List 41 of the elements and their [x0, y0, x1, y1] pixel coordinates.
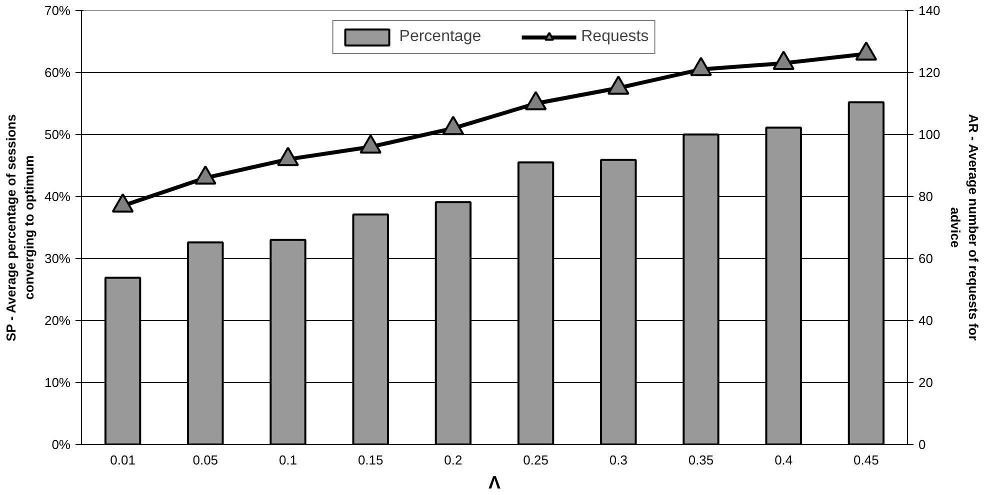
y2-tick-label: 140 [918, 3, 940, 18]
y-tick-label: 20% [44, 313, 71, 328]
y-axis-title: SP - Average percentage of sessions converging to optimum [3, 114, 36, 342]
y-tick-label: 40% [44, 189, 71, 204]
x-tick-label: 0.2 [444, 452, 462, 468]
y2-tick-label: 60 [918, 251, 933, 266]
y-tick-label: 10% [44, 375, 71, 390]
y-tick-label: 70% [44, 3, 71, 18]
point [772, 50, 795, 70]
y2-tick-label: 20 [918, 375, 933, 390]
y-tick-label: 0% [52, 437, 71, 452]
y2-tick-label: 0 [918, 437, 926, 452]
legend-label: Requests [581, 28, 649, 46]
x-tick-label: 0.35 [688, 452, 714, 468]
point [690, 56, 712, 76]
y-tick-label: 30% [44, 251, 71, 266]
x-tick-label: 0.25 [523, 452, 548, 468]
point [277, 146, 299, 166]
y-tick-label: 50% [44, 127, 71, 142]
legend-label: Percentage [399, 28, 482, 46]
y2-tick-label: 120 [918, 65, 940, 80]
x-tick-label: 0.4 [774, 452, 793, 468]
y2-tick-label: 40 [918, 313, 933, 328]
point [524, 90, 547, 110]
x-tick-label: 0.15 [358, 452, 384, 468]
point [112, 193, 134, 213]
x-tick-label: 0.3 [609, 452, 628, 468]
y-tick-label: 60% [44, 65, 71, 80]
x-tick-label: 0.1 [278, 452, 298, 468]
x-tick-label: 0.01 [110, 452, 136, 468]
point [194, 165, 216, 185]
point [855, 41, 878, 61]
y2-tick-label: 80 [918, 189, 933, 204]
y2-axis-title: AR - Average number of requests for advice [948, 114, 982, 341]
x-tick-label: 0.05 [192, 452, 218, 468]
point [607, 75, 630, 95]
point [442, 116, 464, 136]
point [360, 134, 382, 154]
x-tick-label: 0.45 [854, 452, 879, 468]
x-axis-title: Λ [488, 472, 501, 492]
y2-tick-label: 100 [918, 127, 940, 142]
